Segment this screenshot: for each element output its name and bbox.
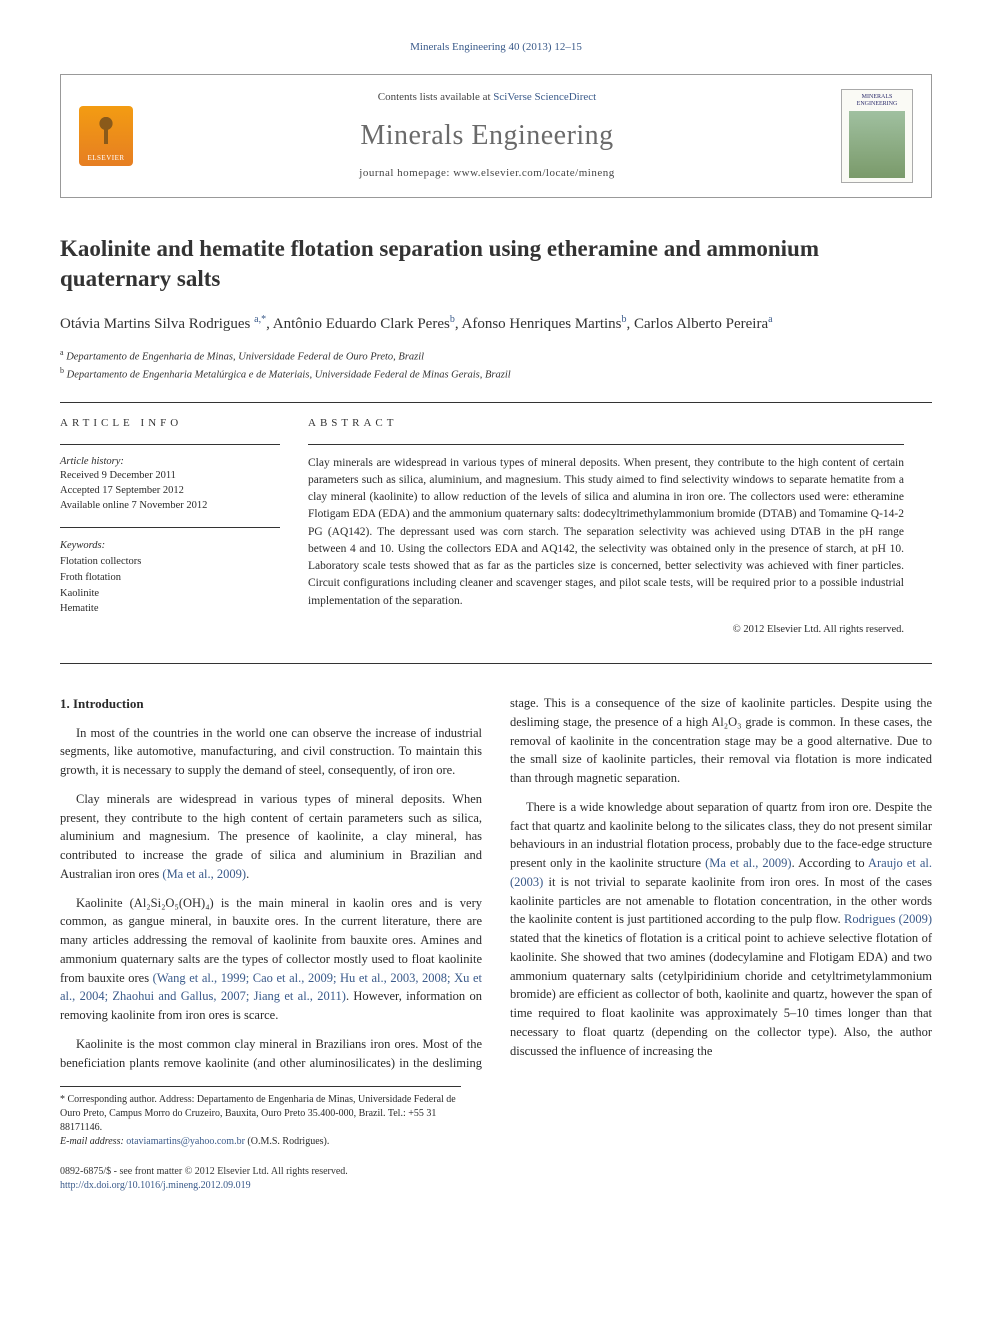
cover-title: MINERALS ENGINEERING — [846, 94, 908, 107]
header-citation: Minerals Engineering 40 (2013) 12–15 — [60, 40, 932, 56]
email-suffix: (O.M.S. Rodrigues). — [245, 1136, 329, 1147]
history-line: Available online 7 November 2012 — [60, 499, 280, 514]
corresponding-author-note: * Corresponding author. Address: Departa… — [60, 1093, 461, 1135]
email-line: E-mail address: otaviamartins@yahoo.com.… — [60, 1135, 461, 1149]
article-body: 1. Introduction In most of the countries… — [60, 694, 932, 1072]
contents-prefix: Contents lists available at — [378, 91, 493, 103]
body-paragraph: Kaolinite (Al₂Si₂O₅(OH)₄) is the main mi… — [60, 894, 482, 1025]
elsevier-logo-label: ELSEVIER — [87, 153, 124, 163]
journal-name: Minerals Engineering — [151, 116, 823, 157]
issn-line: 0892-6875/$ - see front matter © 2012 El… — [60, 1165, 932, 1179]
keyword-item: Hematite — [60, 601, 280, 617]
abstract-text: Clay minerals are widespread in various … — [308, 455, 904, 610]
email-label: E-mail address: — [60, 1136, 124, 1147]
article-info-heading: ARTICLE INFO — [60, 416, 280, 432]
article-info-column: ARTICLE INFO Article history: Received 9… — [60, 402, 280, 637]
keywords-block: Keywords: Flotation collectorsFroth flot… — [60, 538, 280, 617]
keyword-item: Flotation collectors — [60, 554, 280, 570]
article-title: Kaolinite and hematite flotation separat… — [60, 234, 932, 294]
keywords-label: Keywords: — [60, 538, 280, 554]
body-paragraph: Clay minerals are widespread in various … — [60, 790, 482, 884]
header-center: Contents lists available at SciVerse Sci… — [151, 90, 823, 182]
homepage-prefix: journal homepage: — [359, 167, 453, 179]
homepage-url[interactable]: www.elsevier.com/locate/mineng — [453, 167, 615, 179]
contents-source-link[interactable]: SciVerse ScienceDirect — [493, 91, 596, 103]
author-list: Otávia Martins Silva Rodrigues a,*, Antô… — [60, 312, 932, 336]
contents-line: Contents lists available at SciVerse Sci… — [151, 90, 823, 106]
elsevier-logo: ELSEVIER — [79, 106, 133, 166]
bottom-meta: 0892-6875/$ - see front matter © 2012 El… — [60, 1165, 932, 1193]
keyword-item: Froth flotation — [60, 570, 280, 586]
abstract-copyright: © 2012 Elsevier Ltd. All rights reserved… — [308, 622, 904, 637]
affiliation-item: b Departamento de Engenharia Metalúrgica… — [60, 365, 932, 383]
separator-line — [60, 527, 280, 528]
keyword-item: Kaolinite — [60, 586, 280, 602]
separator-line — [308, 444, 904, 445]
journal-header-box: ELSEVIER Contents lists available at Sci… — [60, 74, 932, 198]
journal-cover-thumbnail: MINERALS ENGINEERING — [841, 89, 913, 183]
email-address-link[interactable]: otaviamartins@yahoo.com.br — [126, 1136, 245, 1147]
history-label: Article history: — [60, 455, 280, 470]
footnotes-block: * Corresponding author. Address: Departa… — [60, 1086, 461, 1149]
abstract-heading: ABSTRACT — [308, 416, 904, 432]
info-abstract-row: ARTICLE INFO Article history: Received 9… — [60, 403, 932, 637]
article-history-block: Article history: Received 9 December 201… — [60, 455, 280, 514]
abstract-column: ABSTRACT Clay minerals are widespread in… — [308, 402, 904, 637]
affiliation-item: a Departamento de Engenharia de Minas, U… — [60, 347, 932, 365]
elsevier-tree-icon — [91, 117, 121, 153]
affiliation-list: a Departamento de Engenharia de Minas, U… — [60, 347, 932, 384]
body-paragraph: There is a wide knowledge about separati… — [510, 798, 932, 1061]
cover-image-icon — [849, 111, 905, 178]
history-line: Received 9 December 2011 — [60, 469, 280, 484]
separator-line — [60, 444, 280, 445]
body-paragraph: In most of the countries in the world on… — [60, 724, 482, 780]
separator-line — [60, 663, 932, 664]
doi-link[interactable]: http://dx.doi.org/10.1016/j.mineng.2012.… — [60, 1179, 932, 1193]
section-heading-introduction: 1. Introduction — [60, 694, 482, 714]
homepage-line: journal homepage: www.elsevier.com/locat… — [151, 166, 823, 182]
history-line: Accepted 17 September 2012 — [60, 484, 280, 499]
